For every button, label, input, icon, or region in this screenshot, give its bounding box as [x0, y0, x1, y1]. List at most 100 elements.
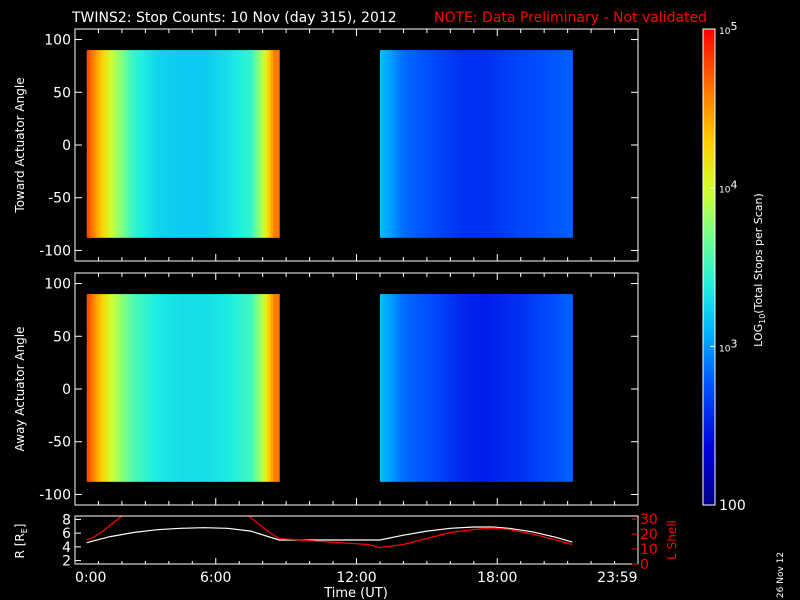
heatmap-column	[539, 50, 544, 238]
heatmap-column	[385, 50, 390, 238]
heatmap-column	[255, 294, 259, 482]
heatmap-column	[403, 294, 408, 482]
heatmap-column	[424, 294, 428, 482]
colorbar-frame	[702, 28, 716, 506]
heatmap-column	[510, 50, 514, 238]
l-shell-line	[248, 516, 573, 549]
heatmap-column	[391, 294, 396, 482]
heatmap-column	[199, 50, 203, 238]
heatmap-column	[474, 294, 479, 482]
heatmap-column	[187, 50, 191, 238]
heatmap-column	[140, 50, 144, 238]
heatmap-column	[415, 50, 420, 238]
heatmap-column	[211, 294, 215, 482]
heatmap-column	[160, 294, 165, 482]
heatmap-column	[193, 294, 197, 482]
heatmap-column	[134, 294, 138, 482]
heatmap-column	[456, 294, 461, 482]
r-axis-label-sub: E	[20, 528, 29, 533]
heatmap-column	[104, 294, 109, 482]
colorbar-tick-exponent: 3	[730, 337, 737, 350]
r-axis-label-end: ]	[13, 524, 27, 529]
heatmap-column	[530, 50, 535, 238]
heatmap-column	[172, 294, 177, 482]
heatmap-column	[86, 50, 91, 238]
heatmap-column	[145, 50, 150, 238]
heatmap-column	[166, 50, 171, 238]
heatmap-column	[524, 294, 529, 482]
heatmap-column	[486, 294, 491, 482]
heatmap-column	[430, 294, 434, 482]
heatmap-column	[560, 50, 565, 238]
figure-title: TWINS2: Stop Counts: 10 Nov (day 315), 2…	[71, 10, 397, 26]
heatmap-column	[421, 50, 425, 238]
heatmap-column	[507, 294, 511, 482]
heatmap-column	[104, 50, 109, 238]
heatmap-column	[258, 50, 262, 238]
heatmap-column	[459, 294, 464, 482]
heatmap-column	[216, 50, 221, 238]
heatmap-column	[412, 50, 417, 238]
heatmap-column	[542, 294, 547, 482]
time-tick-label: 23:59	[597, 570, 637, 586]
heatmap-column	[545, 50, 550, 238]
heatmap-column	[439, 294, 443, 482]
l-shell-axis-label: L Shell	[665, 520, 679, 560]
away-y-label: Away Actuator Angle	[13, 326, 27, 451]
r-tick-label: 4	[62, 540, 71, 556]
heatmap-column	[181, 294, 185, 482]
r-tick-label: 6	[62, 526, 71, 542]
heatmap-column	[208, 50, 212, 238]
heatmap-column	[483, 50, 488, 238]
heatmap-column	[551, 294, 556, 482]
heatmap-column	[522, 50, 526, 238]
heatmap-column	[486, 50, 491, 238]
heatmap-column	[98, 50, 103, 238]
heatmap-column	[128, 294, 132, 482]
heatmap-column	[433, 294, 437, 482]
heatmap-column	[448, 294, 452, 482]
heatmap-column	[557, 50, 562, 238]
heatmap-column	[415, 294, 420, 482]
date-stamp: 26 Nov 12	[776, 552, 786, 598]
y-tick-label: -50	[48, 191, 71, 207]
colorbar-tick-exponent: 5	[730, 20, 737, 33]
colorbar-tick-label: 100	[719, 498, 746, 514]
heatmap-column	[154, 50, 159, 238]
heatmap-column	[178, 294, 183, 482]
heatmap-column	[184, 50, 188, 238]
heatmap-column	[246, 50, 251, 238]
heatmap-column	[462, 294, 467, 482]
heatmap-column	[181, 50, 185, 238]
heatmap-column	[119, 294, 123, 482]
heatmap-column	[406, 50, 411, 238]
heatmap-column	[92, 50, 97, 238]
heatmap-column	[193, 50, 197, 238]
heatmap-column	[222, 294, 227, 482]
heatmap-column	[243, 50, 248, 238]
heatmap-column	[456, 50, 461, 238]
heatmap-column	[137, 50, 141, 238]
heatmap-column	[412, 294, 417, 482]
y-tick-label: 100	[44, 33, 71, 49]
heatmap-column	[231, 294, 236, 482]
heatmap-column	[211, 50, 215, 238]
heatmap-column	[142, 294, 147, 482]
heatmap-column	[169, 50, 174, 238]
heatmap-column	[270, 50, 274, 238]
heatmap-column	[465, 294, 470, 482]
heatmap-column	[196, 294, 200, 482]
heatmap-column	[264, 50, 268, 238]
heatmap-column	[276, 294, 280, 482]
heatmap-column	[519, 294, 523, 482]
heatmap-column	[255, 50, 259, 238]
y-tick-label: 50	[53, 329, 71, 345]
heatmap-column	[436, 50, 440, 238]
l-shell-tick-label: 10	[640, 542, 658, 558]
heatmap-column	[134, 50, 138, 238]
heatmap-column	[477, 294, 482, 482]
l-shell-tick-label: 30	[640, 512, 658, 528]
